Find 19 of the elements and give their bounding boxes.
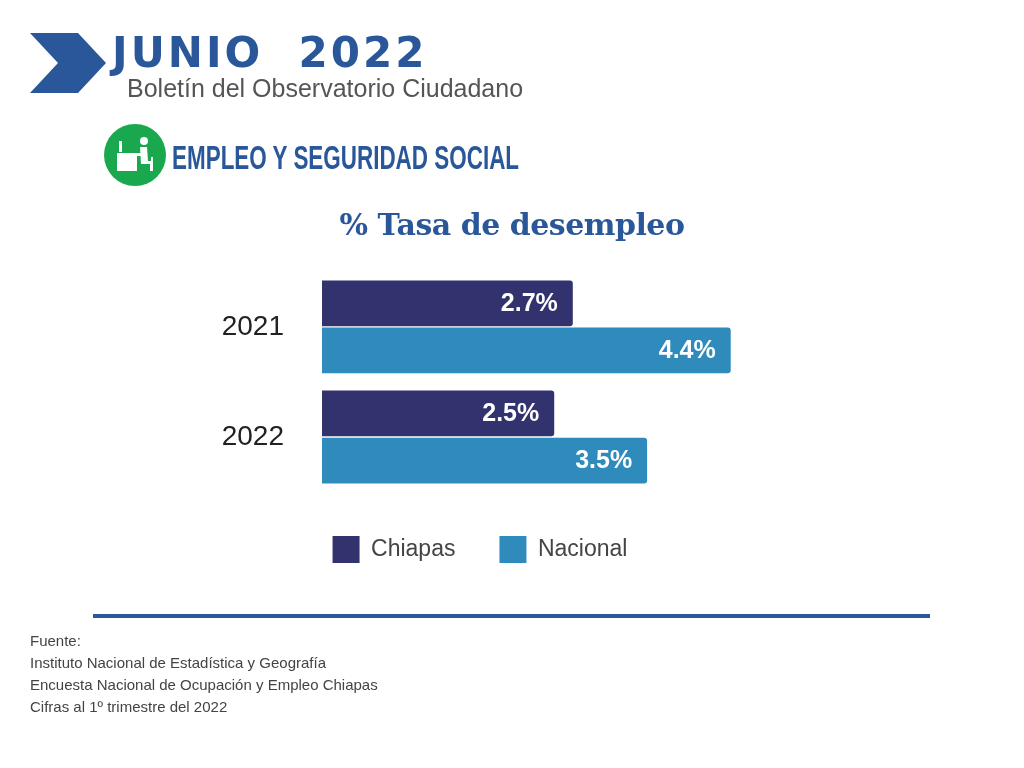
text: Instituto Nacional de Estadística y Geografía bbox=[30, 653, 327, 673]
bar bbox=[322, 437, 648, 484]
legend-label: Nacional bbox=[537, 534, 628, 561]
data-label: 3.5% bbox=[575, 445, 633, 474]
text: Encuesta Nacional de Ocupación y Empleo Chiapas bbox=[30, 675, 378, 695]
text: Boletín del Observatorio Ciudadano bbox=[127, 74, 524, 103]
data-label: 2.7% bbox=[500, 288, 558, 317]
bar bbox=[322, 280, 573, 327]
y-tick-label: 2022 bbox=[221, 419, 284, 451]
bar bbox=[322, 390, 555, 437]
data-label: 2.5% bbox=[482, 398, 540, 427]
text: Cifras al 1º trimestre del 2022 bbox=[30, 697, 229, 717]
source-note: Fuente: bbox=[30, 631, 82, 651]
chart-title: % Tasa de desempleo bbox=[338, 206, 686, 244]
legend-label: Chiapas bbox=[371, 534, 456, 561]
y-tick-label: 2021 bbox=[221, 309, 284, 341]
bar bbox=[322, 327, 731, 374]
text: EMPLEO Y SEGURIDAD SOCIAL bbox=[172, 139, 520, 177]
data-label: 4.4% bbox=[658, 335, 716, 364]
